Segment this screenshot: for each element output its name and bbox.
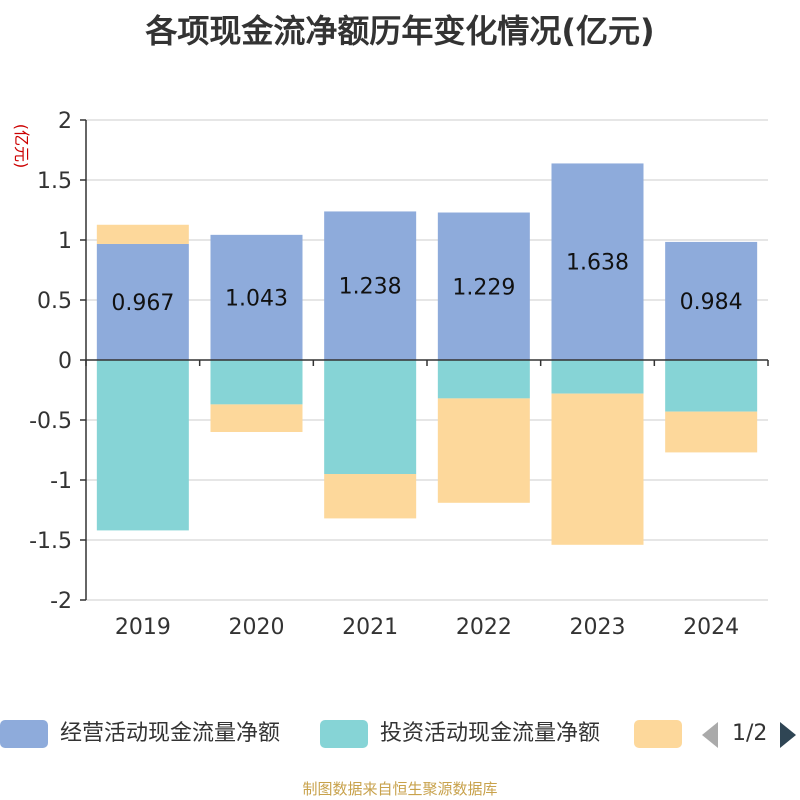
bar-2019-series-0: [96, 243, 189, 360]
x-tick-label-2024: 2024: [683, 615, 739, 640]
bar-2023-series-2: [551, 393, 644, 545]
bar-2021-series-2: [324, 474, 417, 519]
bar-2021-series-0: [324, 211, 417, 360]
bar-2021-series-1: [324, 360, 417, 474]
y-axis-unit-label: (亿元): [12, 124, 31, 169]
bar-value-label: 1.238: [339, 275, 402, 300]
y-tick-label: 0.5: [37, 289, 72, 314]
y-tick-label: 2: [58, 109, 72, 134]
x-tick-label-2023: 2023: [570, 615, 626, 640]
legend-swatch-third: [634, 720, 682, 748]
legend-page-indicator: 1/2: [732, 721, 768, 746]
bar-2024-series-2: [665, 411, 758, 453]
bar-value-label: 1.638: [566, 251, 629, 276]
y-tick-label: 1.5: [37, 169, 72, 194]
bar-2023-series-0: [551, 163, 644, 360]
x-tick-label-2019: 2019: [115, 615, 171, 640]
y-tick-label: 0: [58, 349, 72, 374]
bar-value-label: 0.984: [680, 290, 743, 315]
bar-2022-series-1: [437, 360, 530, 399]
y-tick-label: -1: [50, 469, 72, 494]
legend-next-page-icon[interactable]: [780, 722, 796, 748]
x-tick-label-2022: 2022: [456, 615, 512, 640]
x-tick-label-2020: 2020: [229, 615, 285, 640]
y-tick-label: 1: [58, 229, 72, 254]
cashflow-chart: -2 -1.5 -1 -0.5 0 0.5 1 1.5 2 (亿元) 0.967 1.043 1.238…: [12, 109, 769, 640]
x-tick-label-2021: 2021: [342, 615, 398, 640]
bar-2020-series-0: [210, 234, 303, 360]
bar-2022-series-0: [437, 212, 530, 360]
legend-pager: 1/2: [700, 720, 800, 750]
data-source-footer: 制图数据来自恒生聚源数据库: [302, 780, 498, 798]
legend-label-operating: 经营活动现金流量净额: [60, 721, 281, 746]
bar-value-label: 1.229: [452, 275, 515, 300]
y-tick-label: -1.5: [29, 529, 72, 554]
bar-value-label: 0.967: [111, 291, 174, 316]
bar-value-label: 1.043: [225, 286, 288, 311]
bar-2020-series-2: [210, 404, 303, 432]
legend-prev-page-icon[interactable]: [702, 722, 718, 748]
chart-legend: 经营活动现金流量净额 投资活动现金流量净额 1/2: [0, 712, 800, 756]
y-tick-label: -2: [50, 589, 72, 614]
bar-2020-series-1: [210, 360, 303, 405]
legend-swatch-operating: [0, 720, 48, 748]
y-tick-label: -0.5: [29, 409, 72, 434]
legend-swatch-investing: [320, 720, 368, 748]
bar-2019-series-2: [96, 224, 189, 244]
chart-title: 各项现金流净额历年变化情况(亿元): [145, 12, 655, 50]
legend-label-investing: 投资活动现金流量净额: [380, 721, 601, 746]
bar-2022-series-2: [437, 398, 530, 503]
bar-2024-series-0: [665, 241, 758, 360]
bar-2019-series-1: [96, 360, 189, 531]
bar-2024-series-1: [665, 360, 758, 412]
bar-2023-series-1: [551, 360, 644, 394]
